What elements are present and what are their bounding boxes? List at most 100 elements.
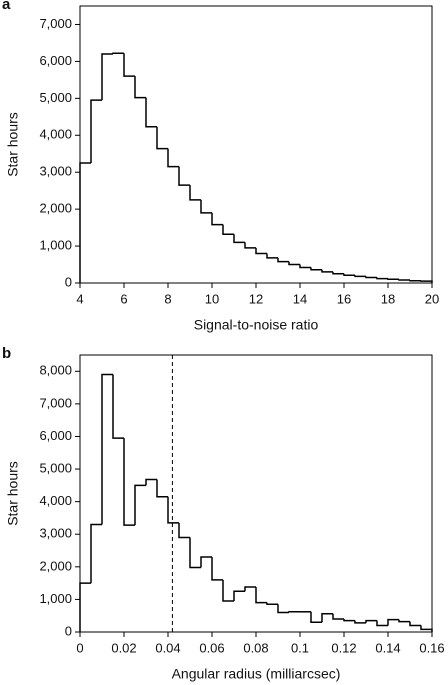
histogram-bin: [365, 619, 377, 623]
y-axis-label: Star hours: [5, 461, 21, 526]
x-tick-label: 0.12: [331, 640, 356, 655]
histogram-bin: [200, 556, 212, 568]
histogram-bin: [189, 537, 201, 569]
histogram-bin: [420, 625, 433, 632]
x-tick-label: 12: [249, 291, 263, 306]
histogram-bin: [134, 484, 146, 526]
x-tick-label: 10: [205, 291, 219, 306]
x-tick-label: 4: [76, 291, 83, 306]
histogram-bin: [79, 582, 91, 632]
histogram-bin: [288, 611, 300, 613]
x-tick-label: 0.02: [111, 640, 136, 655]
x-tick-label: 0: [76, 640, 83, 655]
y-tick-label: 0: [65, 623, 72, 638]
y-tick-label: 5,000: [39, 90, 72, 105]
x-tick-label: 18: [381, 291, 395, 306]
histogram-bin: [343, 618, 355, 622]
histogram-bin: [189, 185, 201, 201]
histogram-bin: [420, 280, 433, 283]
histogram-bin: [343, 273, 355, 276]
histogram-bin: [244, 242, 256, 249]
x-tick-label: 16: [337, 291, 351, 306]
y-tick-label: 6,000: [39, 53, 72, 68]
histogram-bin: [332, 271, 344, 275]
y-tick-label: 7,000: [39, 16, 72, 31]
histogram-bin: [79, 162, 91, 283]
histogram-bin: [299, 264, 311, 269]
y-tick-label: 3,000: [39, 164, 72, 179]
histogram-bin: [178, 166, 190, 186]
histogram-bin: [255, 247, 267, 255]
histogram-bin: [167, 496, 179, 524]
histogram-bin: [310, 611, 322, 623]
y-tick-label: 2,000: [39, 558, 72, 573]
y-tick-label: 1,000: [39, 238, 72, 253]
plot-frame: [79, 5, 433, 284]
histogram-bin: [101, 53, 113, 101]
histogram-bin: [354, 275, 366, 278]
y-tick-label: 6,000: [39, 428, 72, 443]
histogram-bin: [145, 97, 157, 128]
histogram-bin: [90, 523, 102, 584]
histogram-bin: [178, 522, 190, 539]
histogram-bin: [233, 590, 245, 602]
y-tick-label: 4,000: [39, 493, 72, 508]
histogram-bin: [112, 52, 124, 55]
panel-label: a: [2, 0, 11, 13]
histogram-bin: [332, 613, 344, 620]
x-tick-label: 6: [120, 291, 127, 306]
y-tick-label: 2,000: [39, 201, 72, 216]
histogram-bin: [222, 579, 234, 602]
histogram-bin: [409, 280, 421, 282]
y-tick-label: 7,000: [39, 395, 72, 410]
histogram-bin: [134, 76, 146, 99]
x-tick-label: 0.16: [419, 640, 444, 655]
histogram-bin: [387, 618, 399, 626]
histogram-bin: [409, 621, 421, 627]
histogram-bin: [156, 126, 168, 150]
y-tick-label: 1,000: [39, 591, 72, 606]
x-tick-label: 0.14: [375, 640, 400, 655]
histogram-bin: [112, 374, 124, 439]
histogram-bin: [123, 438, 135, 526]
x-tick-label: 0.1: [291, 640, 309, 655]
histogram-bin: [398, 619, 410, 623]
histogram-bin: [266, 602, 278, 606]
histogram-bin: [277, 604, 289, 614]
histogram-bin: [310, 267, 322, 271]
histogram-bin: [398, 279, 410, 281]
histogram-bin: [233, 234, 245, 244]
histogram-bin: [321, 269, 333, 273]
histogram-bin: [387, 278, 399, 281]
y-tick-label: 3,000: [39, 526, 72, 541]
x-axis-label: Signal-to-noise ratio: [194, 317, 319, 333]
histogram-bin: [200, 199, 212, 214]
histogram-bin: [255, 587, 267, 604]
y-tick-label: 5,000: [39, 460, 72, 475]
histogram-bin: [145, 478, 157, 486]
histogram-bin: [365, 276, 377, 279]
histogram-bin: [288, 261, 300, 266]
histogram-bin: [156, 479, 168, 498]
x-tick-label: 8: [164, 291, 171, 306]
x-tick-label: 0.04: [155, 640, 180, 655]
panel-label: b: [2, 345, 11, 362]
histogram-bin: [123, 53, 135, 77]
histogram-bin: [222, 224, 234, 235]
histogram-bin: [277, 257, 289, 263]
x-tick-label: 0.06: [199, 640, 224, 655]
histogram-bin: [376, 620, 388, 627]
histogram-bin: [101, 373, 113, 525]
histogram-bin: [354, 620, 366, 624]
y-tick-label: 8,000: [39, 363, 72, 378]
histogram-bin: [266, 253, 278, 259]
y-axis-label: Star hours: [5, 112, 21, 177]
x-tick-label: 14: [293, 291, 307, 306]
histogram-bin: [90, 99, 102, 163]
histogram-bin: [211, 557, 223, 581]
histogram-bin: [167, 148, 179, 168]
histogram-bin: [376, 277, 388, 280]
y-tick-label: 0: [65, 274, 72, 289]
x-tick-label: 0.08: [243, 640, 268, 655]
